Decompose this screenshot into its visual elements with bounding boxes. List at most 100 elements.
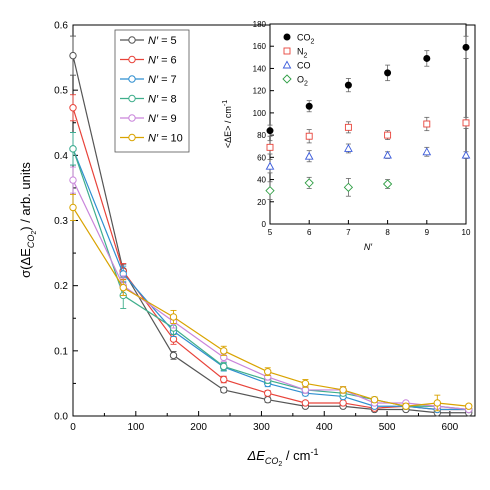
inset-data-point [423,54,431,62]
inset-legend-marker [283,47,291,55]
inset-y-tick-label: 20 [257,198,266,207]
inset-data-point [344,143,353,152]
inset-x-tick-label: 6 [307,228,312,237]
inset-legend-label: O2 [297,75,308,88]
main-x-tick-label: 400 [316,422,333,433]
data-point [69,176,77,184]
inset-data-point [265,186,275,196]
data-point [465,402,473,410]
main-y-tick-label: 0.0 [54,412,68,423]
inset-series-n2 [266,116,470,155]
inset-x-tick-label: 5 [268,228,273,237]
legend-label: N′ = 5 [148,35,177,47]
inset-data-point [462,43,470,51]
data-point [169,313,178,321]
main-x-tick-label: 300 [253,422,270,433]
inset-x-tick-label: 7 [346,228,351,237]
main-x-tick-label: 600 [442,422,459,433]
inset-y-tick-label: 160 [253,42,267,51]
inset-x-axis-label: N′ [364,242,372,252]
main-x-axis-label: ΔECO2 / cm-1 [247,447,319,468]
inset-series-group [265,35,471,200]
inset-data-point [265,161,275,170]
main-y-tick-label: 0.4 [54,151,68,162]
inset-plot-frame [269,23,467,225]
inset-legend-marker [282,74,292,84]
main-y-axis: 0.0 0.1 0.2 0.3 0.4 0.5 0.6 [54,21,78,423]
data-point [370,396,379,404]
data-point [69,203,77,212]
series-n10 [69,193,473,412]
inset-data-point [382,179,393,189]
legend-label: N′ = 10 [148,133,183,145]
inset-data-point [423,120,431,128]
main-legend: N′ = 5 N′ = 6 N′ = 7 N′ = 8 N′ = 9 N′ = 10 [114,29,190,153]
main-x-tick-label: 100 [127,422,144,433]
data-point [402,402,410,410]
inset-y-axis: 0 20 40 60 80 100 120 140 160 180 [253,20,274,229]
inset-y-tick-label: 0 [262,220,267,229]
legend-label: N′ = 8 [148,94,177,106]
legend-label: N′ = 6 [148,55,177,67]
inset-x-axis: 5 6 7 8 9 10 [268,220,471,237]
inset-data-point [344,123,352,131]
inset-legend-label: CO [297,61,311,71]
data-point [301,399,310,407]
data-point [339,386,347,394]
legend-label: N′ = 9 [148,113,177,125]
data-point [433,399,442,407]
inset-x-tick-label: 10 [462,228,471,237]
inset-y-tick-label: 60 [257,153,266,162]
inset-legend-marker [283,33,291,41]
data-point [264,389,272,397]
inset-data-point [266,143,274,151]
data-point [220,375,228,384]
main-x-tick-label: 500 [379,422,396,433]
main-x-tick-label: 0 [70,422,76,433]
data-point [169,351,178,360]
data-point [119,283,127,292]
data-point [264,396,272,404]
inset-data-point [305,132,313,140]
inset-data-point [461,150,471,159]
main-x-axis: 0 100 200 300 400 500 600 [70,411,459,433]
main-y-axis-label: σ(ΔECO2) / arb. units [18,162,38,278]
legend-label: N′ = 7 [148,74,177,86]
inset-legend-label: N2 [297,47,308,60]
main-series-group [69,35,473,417]
data-point [264,367,272,376]
inset-data-point [384,131,392,139]
inset-data-point [344,81,352,89]
inset-y-axis-label: <ΔE> / cm-1 [222,100,233,148]
data-point [220,347,228,355]
main-y-tick-label: 0.6 [54,21,68,32]
main-y-tick-label: 0.1 [54,346,68,357]
main-legend-box [114,29,190,153]
legend-marker [128,55,136,64]
inset-data-point [422,147,432,156]
inset-y-tick-label: 100 [253,109,267,118]
inset-y-tick-label: 80 [257,131,266,140]
inset-y-tick-label: 180 [253,20,267,29]
inset-x-tick-label: 8 [385,228,390,237]
inset-data-point [304,178,314,188]
legend-marker [128,75,136,83]
data-point [220,386,228,394]
inset-data-point [266,127,274,135]
data-point [220,362,228,371]
inset-series-o2 [265,176,393,200]
main-y-tick-label: 0.2 [54,281,68,292]
legend-marker [128,36,136,44]
data-point [339,399,347,407]
main-x-tick-label: 200 [190,422,207,433]
legend-marker [128,94,136,103]
inset-y-tick-label: 140 [253,64,267,73]
legend-marker [128,133,136,142]
inset-y-tick-label: 120 [253,87,267,96]
data-point [301,379,310,388]
legend-marker [128,114,136,122]
inset-legend-marker [282,60,292,69]
inset-data-point [462,119,470,127]
